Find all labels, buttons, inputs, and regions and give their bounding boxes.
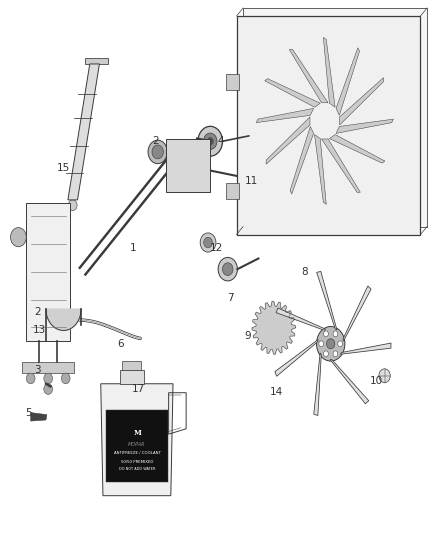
Polygon shape [31,413,47,421]
Circle shape [204,237,212,248]
Polygon shape [22,362,74,373]
Text: 14: 14 [269,387,283,397]
Circle shape [44,373,53,384]
Circle shape [333,351,338,357]
Text: 9: 9 [244,331,251,341]
Polygon shape [323,37,335,107]
Text: ANTIFREEZE / COOLANT: ANTIFREEZE / COOLANT [113,451,161,455]
Circle shape [124,416,151,449]
Circle shape [263,314,285,341]
Bar [26,203,70,341]
Text: M: M [133,429,141,437]
Polygon shape [317,271,337,330]
Circle shape [148,140,167,164]
Circle shape [319,341,324,346]
Circle shape [152,145,163,159]
Circle shape [207,138,213,145]
Circle shape [200,233,216,252]
Text: 50/50 PREMIXED: 50/50 PREMIXED [121,460,153,464]
Circle shape [315,109,335,133]
Circle shape [44,384,53,394]
Circle shape [14,231,23,243]
Polygon shape [85,58,108,64]
Polygon shape [266,117,310,164]
Text: 5: 5 [25,408,32,418]
Text: 7: 7 [226,294,233,303]
Circle shape [44,325,53,336]
Polygon shape [290,50,328,103]
Bar [243,8,427,227]
Polygon shape [330,360,369,404]
Bar [226,183,239,199]
Polygon shape [101,384,173,496]
Polygon shape [275,340,318,376]
Text: 3: 3 [34,366,41,375]
Circle shape [68,200,77,211]
Circle shape [324,331,328,337]
Polygon shape [340,78,384,125]
Circle shape [338,341,343,346]
Polygon shape [336,48,360,115]
Text: 2: 2 [152,136,159,146]
Circle shape [333,331,338,337]
Circle shape [320,115,330,127]
Circle shape [324,351,328,357]
Polygon shape [290,126,314,194]
Circle shape [223,263,233,276]
Text: DO NOT ADD WATER: DO NOT ADD WATER [119,467,155,471]
Circle shape [364,68,377,84]
Polygon shape [256,108,314,123]
Circle shape [379,369,390,383]
Circle shape [170,169,180,182]
Circle shape [44,306,53,317]
Text: 12: 12 [210,243,223,253]
Text: 8: 8 [301,267,308,277]
Polygon shape [46,309,81,330]
Text: 15: 15 [57,163,70,173]
Polygon shape [329,134,385,163]
Circle shape [269,322,279,334]
Circle shape [204,133,217,149]
Polygon shape [314,353,321,416]
Polygon shape [68,64,99,200]
Text: 4: 4 [218,136,225,146]
Bar [120,370,144,384]
Bar [226,74,239,90]
Bar [166,139,210,192]
Text: 17: 17 [131,384,145,394]
Text: 2: 2 [34,307,41,317]
Circle shape [327,339,335,349]
Polygon shape [340,343,391,354]
Bar [237,16,420,235]
Circle shape [198,126,223,156]
Text: MOPAR: MOPAR [128,442,146,447]
Circle shape [187,175,198,188]
Polygon shape [314,134,326,204]
Text: 13: 13 [33,326,46,335]
Text: 11: 11 [245,176,258,186]
Circle shape [127,421,147,445]
Polygon shape [321,139,360,192]
Circle shape [26,373,35,384]
Circle shape [317,327,345,361]
Circle shape [61,373,70,384]
Polygon shape [265,79,320,107]
Circle shape [11,228,26,247]
Circle shape [16,235,21,240]
Polygon shape [343,286,371,341]
Bar [122,361,141,370]
Text: 6: 6 [117,339,124,349]
Circle shape [310,103,340,139]
Circle shape [218,257,237,281]
Polygon shape [276,308,325,330]
Text: 1: 1 [130,243,137,253]
Polygon shape [336,119,393,133]
Text: 10: 10 [370,376,383,386]
Bar [106,409,168,482]
Polygon shape [252,302,295,354]
